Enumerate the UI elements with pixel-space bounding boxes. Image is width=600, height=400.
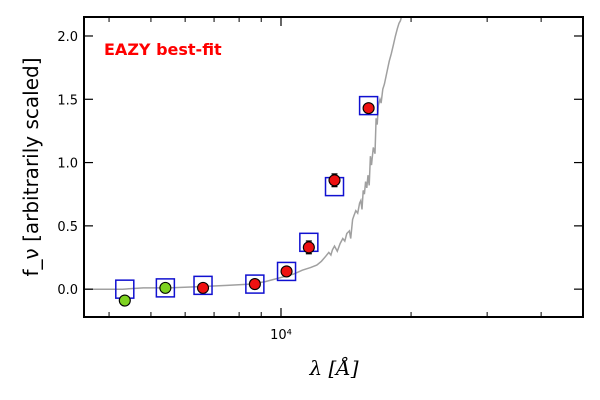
x-tick-label: 10⁴	[270, 328, 292, 343]
model-flux-box	[155, 278, 176, 298]
plot-frame	[83, 16, 584, 318]
observed-flux-point	[302, 241, 315, 254]
fit-annotation: EAZY best-fit	[104, 40, 222, 59]
markers-layer	[115, 95, 379, 307]
observed-flux-point	[328, 174, 341, 187]
y-axis-label: f_ν [arbitrarily scaled]	[19, 58, 43, 277]
model-flux-box	[245, 274, 265, 294]
y-tick-label: 1.5	[57, 93, 78, 108]
observed-flux-point	[196, 281, 210, 294]
y-tick-label: 0.5	[57, 220, 78, 235]
observed-flux-point	[248, 278, 261, 291]
y-tick-label: 1.0	[57, 157, 78, 172]
model-flux-box	[358, 95, 379, 116]
sed-curve-layer	[84, 17, 403, 290]
observed-flux-point	[280, 265, 293, 278]
observed-flux-point	[362, 102, 375, 115]
x-axis-label: λ [Å]	[308, 355, 358, 380]
upper-limit-point	[118, 294, 131, 307]
upper-limit-point	[159, 281, 172, 294]
model-flux-box	[276, 261, 297, 282]
y-tick-label: 2.0	[57, 30, 78, 45]
axis-ticks: 0.0 0.5 1.0 1.5 2.0 10⁴	[57, 17, 583, 343]
model-flux-box	[193, 275, 213, 296]
sed-curve-line	[84, 17, 403, 290]
plot-area	[84, 17, 583, 317]
y-tick-label: 0.0	[57, 283, 78, 298]
